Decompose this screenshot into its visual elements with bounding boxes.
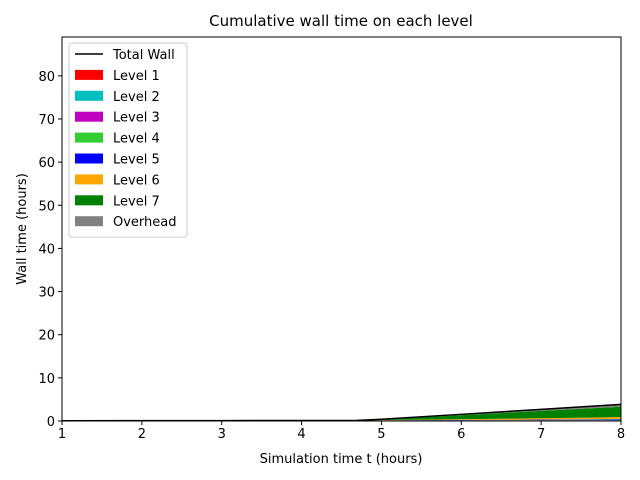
legend-swatch-level-1 (75, 69, 103, 80)
area-level-6 (62, 417, 621, 421)
y-tick-label: 50 (38, 199, 55, 214)
y-tick-label: 40 (38, 242, 55, 257)
y-tick-label: 60 (38, 156, 55, 171)
legend-swatch-overhead (75, 216, 103, 227)
legend-swatch-level-7 (75, 195, 103, 206)
legend-label-overhead: Overhead (113, 215, 177, 230)
y-tick-label: 20 (38, 329, 55, 344)
x-tick-label: 6 (457, 427, 465, 442)
legend-label-level-6: Level 6 (113, 173, 160, 188)
y-tick-label: 80 (38, 70, 55, 85)
x-tick-label: 3 (218, 427, 226, 442)
legend-label-level-7: Level 7 (113, 194, 160, 209)
y-tick-label: 0 (47, 415, 55, 430)
legend-label-level-3: Level 3 (113, 111, 160, 126)
legend-swatch-level-6 (75, 174, 103, 185)
x-tick-label: 2 (138, 427, 146, 442)
area-level-5 (62, 419, 621, 421)
chart-title: Cumulative wall time on each level (209, 12, 473, 30)
x-tick-label: 4 (297, 427, 305, 442)
x-tick-label: 7 (537, 427, 545, 442)
plot-frame (61, 36, 622, 422)
x-tick-label: 5 (377, 427, 385, 442)
plot-area (61, 403, 622, 422)
legend-label-level-5: Level 5 (113, 153, 160, 168)
legend-swatch-level-3 (75, 111, 103, 122)
legend: Total Wall Level 1 Level 2 Level 3 Level 4 Le… (68, 42, 188, 238)
legend-label-total-wall: Total Wall (112, 48, 175, 63)
legend-swatch-level-4 (75, 132, 103, 143)
y-tick-label: 10 (38, 372, 55, 387)
legend-swatch-level-2 (75, 90, 103, 101)
legend-label-level-2: Level 2 (113, 90, 160, 105)
area-overhead (62, 404, 621, 421)
legend-label-level-1: Level 1 (113, 69, 160, 84)
x-tick-label: 1 (58, 427, 66, 442)
y-axis-label: Wall time (hours) (15, 173, 30, 285)
x-tick-label: 8 (617, 427, 625, 442)
legend-swatch-level-5 (75, 153, 103, 164)
y-tick-label: 70 (38, 113, 55, 128)
y-tick-label: 30 (38, 286, 55, 301)
x-axis-label: Simulation time t (hours) (260, 452, 423, 467)
legend-label-level-4: Level 4 (113, 132, 160, 147)
area-level-7 (62, 406, 621, 421)
